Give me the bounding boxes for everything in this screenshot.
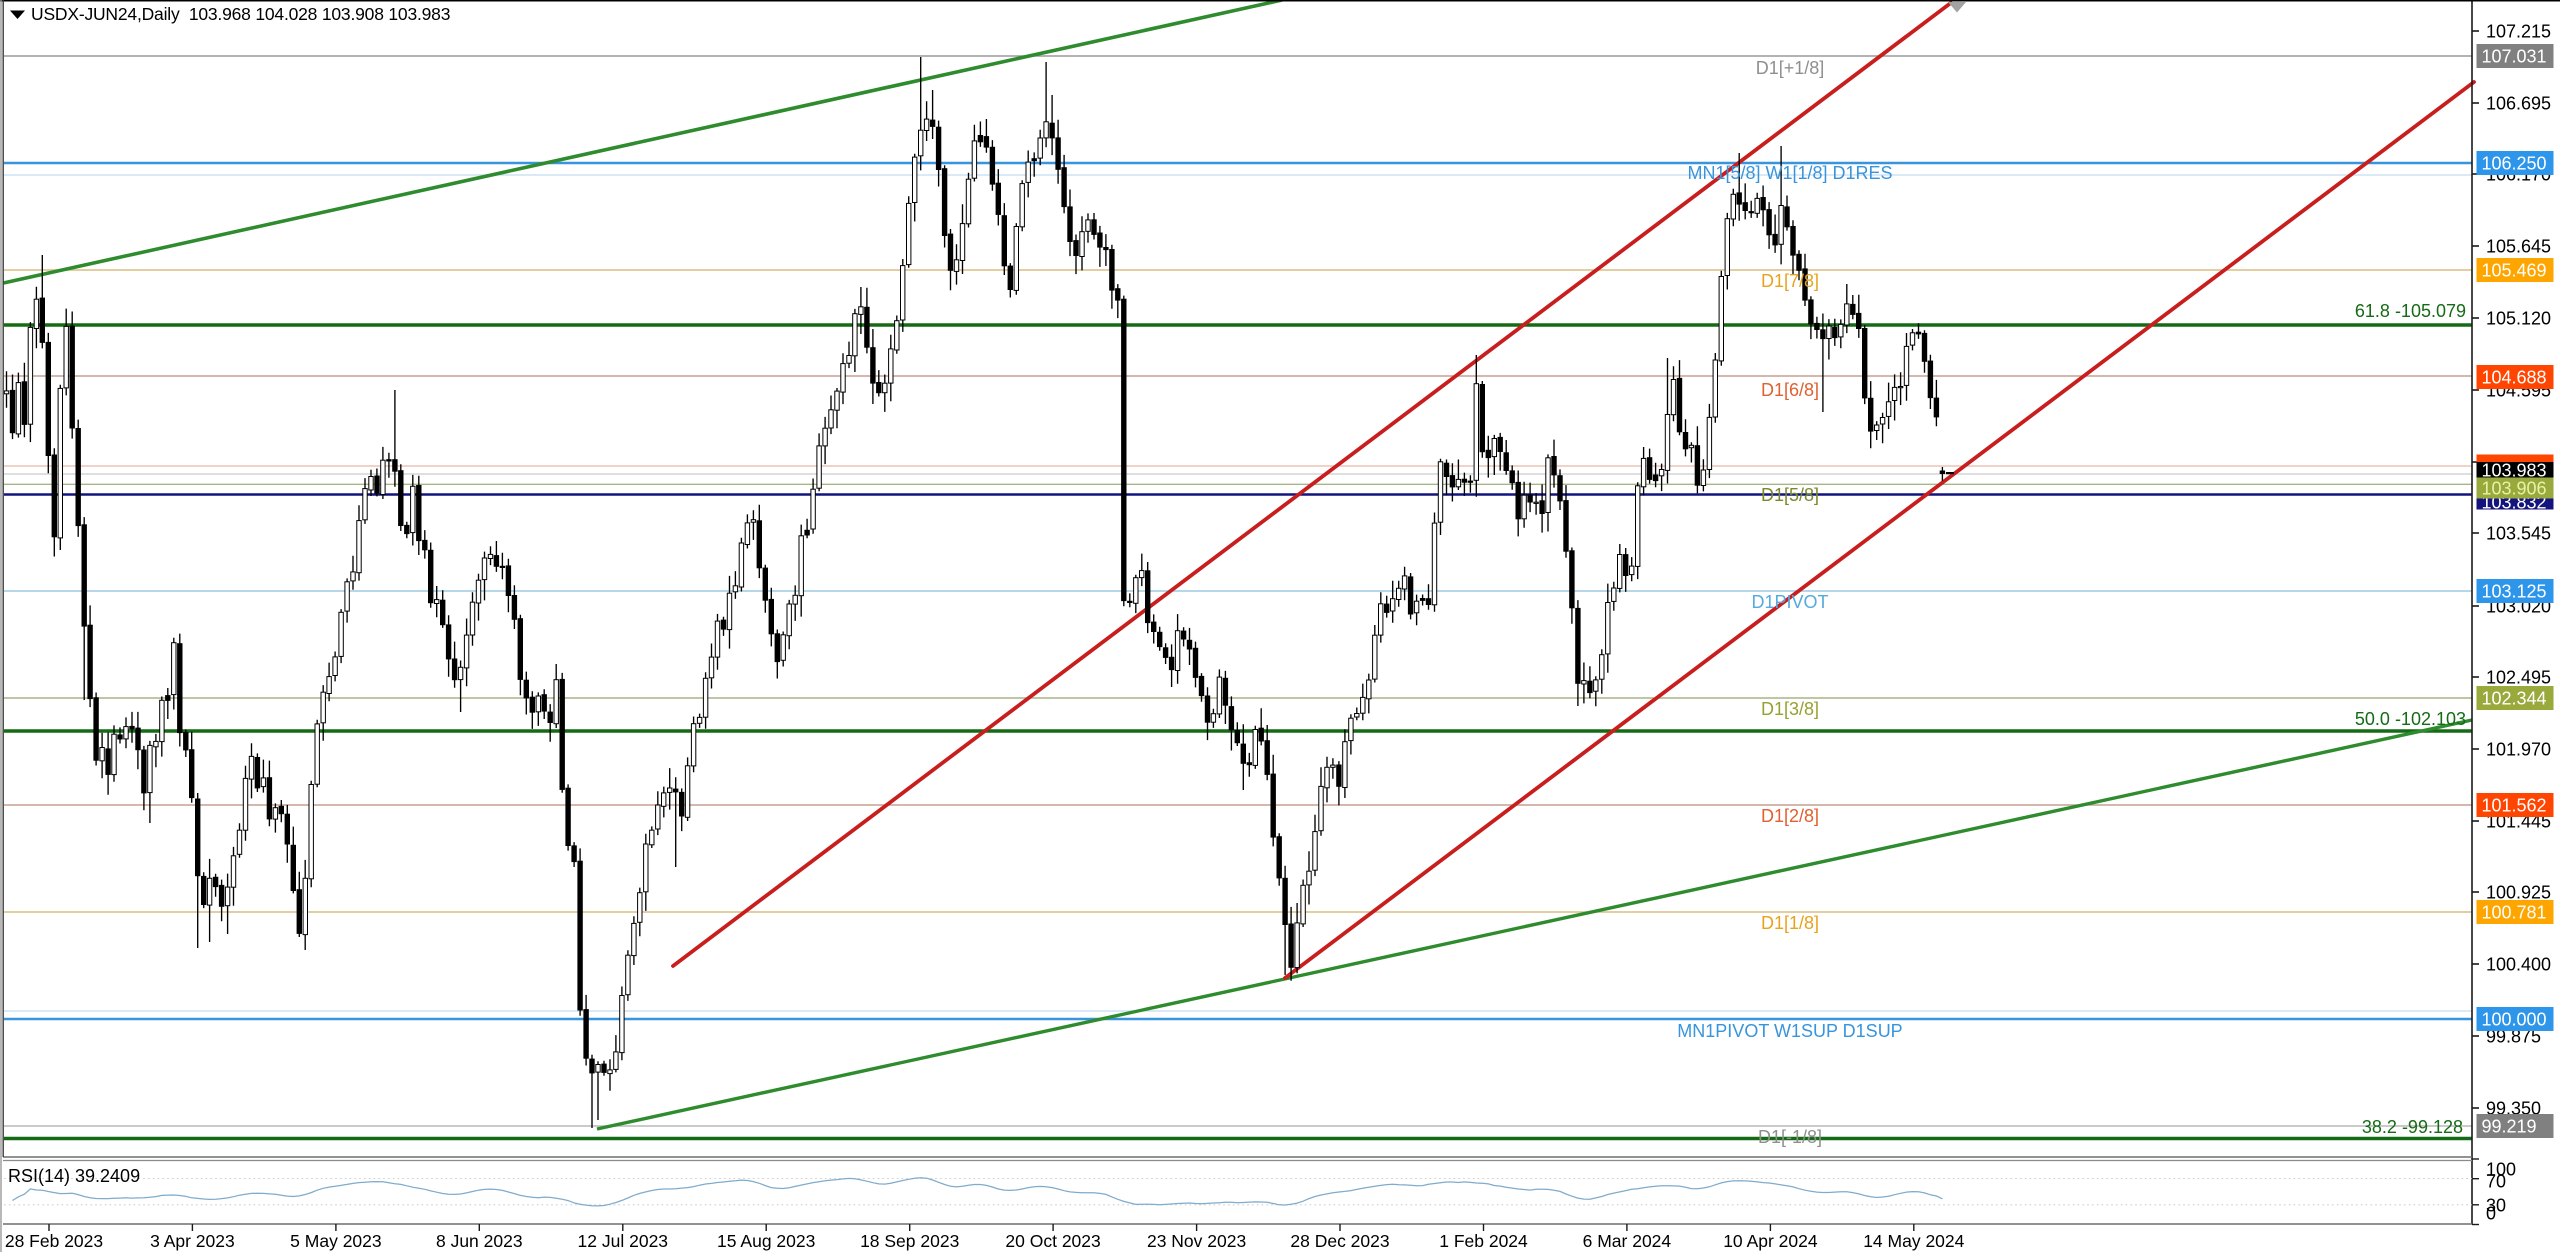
svg-text:USDX-JUN24,Daily 103.968 104.: USDX-JUN24,Daily 103.968 104.028 103.908… — [31, 4, 450, 24]
svg-text:105.645: 105.645 — [2486, 237, 2551, 257]
svg-text:103.983: 103.983 — [2482, 461, 2547, 481]
svg-text:0: 0 — [2486, 1204, 2496, 1224]
svg-text:99.350: 99.350 — [2486, 1099, 2541, 1119]
svg-text:103.125: 103.125 — [2482, 582, 2547, 602]
svg-text:6 Mar 2024: 6 Mar 2024 — [1583, 1231, 1672, 1251]
svg-text:70: 70 — [2486, 1172, 2506, 1192]
svg-text:101.562: 101.562 — [2482, 796, 2547, 816]
svg-text:99.219: 99.219 — [2482, 1117, 2537, 1137]
svg-text:101.970: 101.970 — [2486, 740, 2551, 760]
svg-text:D1[7/8]: D1[7/8] — [1761, 271, 1819, 291]
svg-text:105.469: 105.469 — [2482, 261, 2547, 281]
svg-text:1 Feb 2024: 1 Feb 2024 — [1439, 1231, 1528, 1251]
svg-text:D1[+1/8]: D1[+1/8] — [1756, 58, 1825, 78]
svg-text:103.545: 103.545 — [2486, 524, 2551, 544]
svg-text:MN1PIVOT W1SUP D1SUP: MN1PIVOT W1SUP D1SUP — [1677, 1021, 1902, 1041]
svg-text:18 Sep 2023: 18 Sep 2023 — [860, 1231, 959, 1251]
svg-text:3 Apr 2023: 3 Apr 2023 — [150, 1231, 235, 1251]
svg-text:10 Apr 2024: 10 Apr 2024 — [1723, 1231, 1818, 1251]
svg-text:100: 100 — [2486, 1160, 2516, 1180]
svg-text:50.0 -102.103: 50.0 -102.103 — [2355, 709, 2466, 729]
svg-text:100.400: 100.400 — [2486, 955, 2551, 975]
svg-text:100.000: 100.000 — [2482, 1010, 2547, 1030]
svg-text:106.250: 106.250 — [2482, 154, 2547, 174]
svg-text:103.906: 103.906 — [2482, 479, 2547, 499]
svg-text:61.8 -105.079: 61.8 -105.079 — [2355, 301, 2466, 321]
svg-text:102.344: 102.344 — [2482, 689, 2547, 709]
svg-text:23 Nov 2023: 23 Nov 2023 — [1147, 1231, 1246, 1251]
svg-text:107.215: 107.215 — [2486, 22, 2551, 42]
svg-text:102.495: 102.495 — [2486, 668, 2551, 688]
svg-text:D1[2/8]: D1[2/8] — [1761, 806, 1819, 826]
svg-text:105.120: 105.120 — [2486, 309, 2551, 329]
svg-text:D1[6/8]: D1[6/8] — [1761, 380, 1819, 400]
svg-text:30: 30 — [2486, 1196, 2506, 1216]
svg-text:MN1[5/8] W1[1/8] D1RES: MN1[5/8] W1[1/8] D1RES — [1687, 163, 1892, 183]
svg-text:20 Oct 2023: 20 Oct 2023 — [1005, 1231, 1100, 1251]
svg-text:104.688: 104.688 — [2482, 368, 2547, 388]
svg-text:103.832: 103.832 — [2482, 493, 2547, 513]
svg-text:28 Dec 2023: 28 Dec 2023 — [1290, 1231, 1389, 1251]
svg-text:5 May 2023: 5 May 2023 — [290, 1231, 381, 1251]
svg-text:D1[1/8]: D1[1/8] — [1761, 913, 1819, 933]
svg-text:38.2 -99.128: 38.2 -99.128 — [2362, 1117, 2463, 1137]
svg-text:14 May 2024: 14 May 2024 — [1863, 1231, 1964, 1251]
svg-text:106.695: 106.695 — [2486, 94, 2551, 114]
svg-text:100.925: 100.925 — [2486, 883, 2551, 903]
svg-text:99.875: 99.875 — [2486, 1027, 2541, 1047]
svg-text:D1[5/8]: D1[5/8] — [1761, 485, 1819, 505]
svg-text:D1[3/8]: D1[3/8] — [1761, 699, 1819, 719]
svg-text:28 Feb 2023: 28 Feb 2023 — [5, 1231, 103, 1251]
svg-text:100.781: 100.781 — [2482, 903, 2547, 923]
svg-text:RSI(14) 39.2409: RSI(14) 39.2409 — [8, 1166, 140, 1186]
svg-text:D1PIVOT: D1PIVOT — [1751, 592, 1828, 612]
svg-text:107.031: 107.031 — [2482, 47, 2547, 67]
svg-text:8 Jun 2023: 8 Jun 2023 — [436, 1231, 523, 1251]
svg-text:12 Jul 2023: 12 Jul 2023 — [578, 1231, 669, 1251]
svg-text:D1[-1/8]: D1[-1/8] — [1758, 1127, 1822, 1147]
svg-text:15 Aug 2023: 15 Aug 2023 — [717, 1231, 815, 1251]
